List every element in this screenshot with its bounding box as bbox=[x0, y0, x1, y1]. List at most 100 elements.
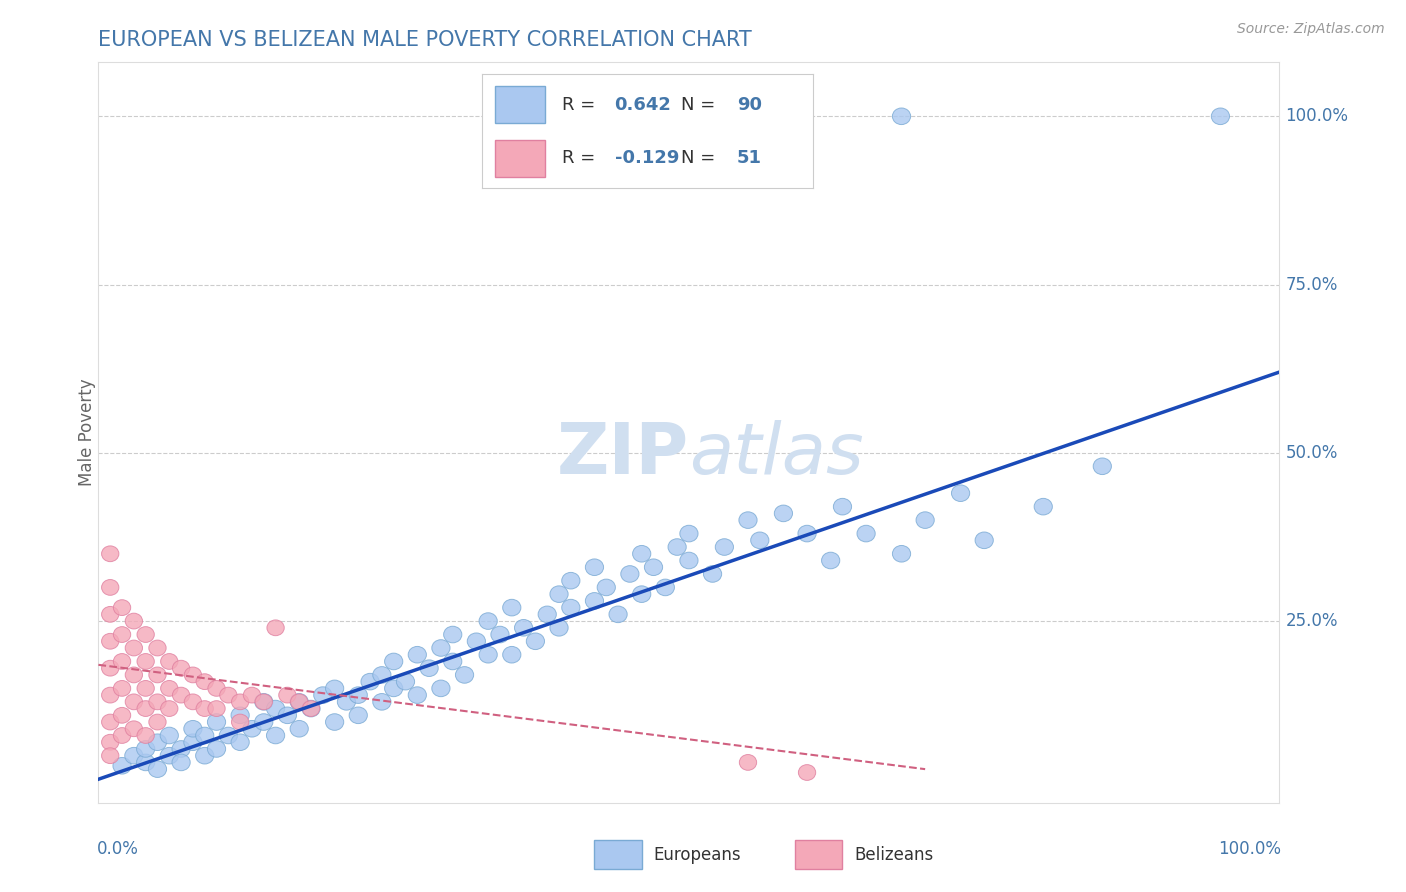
Ellipse shape bbox=[291, 694, 308, 710]
Ellipse shape bbox=[893, 108, 911, 125]
Ellipse shape bbox=[278, 707, 297, 723]
Ellipse shape bbox=[149, 694, 166, 710]
Ellipse shape bbox=[136, 740, 155, 757]
Text: 100.0%: 100.0% bbox=[1285, 107, 1348, 125]
Ellipse shape bbox=[821, 552, 839, 569]
Ellipse shape bbox=[243, 687, 260, 703]
FancyBboxPatch shape bbox=[595, 840, 641, 870]
Ellipse shape bbox=[136, 754, 155, 771]
Ellipse shape bbox=[444, 653, 461, 670]
Y-axis label: Male Poverty: Male Poverty bbox=[79, 379, 96, 486]
Ellipse shape bbox=[1094, 458, 1111, 475]
Ellipse shape bbox=[172, 754, 190, 771]
Ellipse shape bbox=[917, 512, 934, 528]
Ellipse shape bbox=[337, 694, 356, 710]
Ellipse shape bbox=[231, 707, 249, 723]
Ellipse shape bbox=[326, 714, 343, 731]
Ellipse shape bbox=[740, 755, 756, 771]
Ellipse shape bbox=[267, 727, 284, 744]
Ellipse shape bbox=[136, 681, 155, 697]
Ellipse shape bbox=[101, 714, 120, 730]
Ellipse shape bbox=[254, 714, 273, 731]
Ellipse shape bbox=[114, 681, 131, 697]
Ellipse shape bbox=[114, 627, 131, 642]
Ellipse shape bbox=[373, 666, 391, 683]
Ellipse shape bbox=[361, 673, 380, 690]
Ellipse shape bbox=[112, 757, 131, 774]
Ellipse shape bbox=[1035, 499, 1052, 515]
Text: 100.0%: 100.0% bbox=[1218, 840, 1281, 858]
Ellipse shape bbox=[385, 680, 402, 697]
Ellipse shape bbox=[526, 633, 544, 649]
Ellipse shape bbox=[125, 694, 142, 710]
Ellipse shape bbox=[149, 714, 166, 730]
Ellipse shape bbox=[101, 580, 120, 595]
Ellipse shape bbox=[538, 606, 557, 623]
Ellipse shape bbox=[125, 721, 142, 737]
Ellipse shape bbox=[114, 599, 131, 615]
Text: Belizeans: Belizeans bbox=[855, 846, 934, 863]
Ellipse shape bbox=[101, 607, 120, 623]
Ellipse shape bbox=[136, 627, 155, 642]
Ellipse shape bbox=[775, 505, 793, 522]
Ellipse shape bbox=[125, 667, 142, 682]
Ellipse shape bbox=[432, 640, 450, 657]
Ellipse shape bbox=[219, 687, 238, 703]
Ellipse shape bbox=[456, 666, 474, 683]
Ellipse shape bbox=[479, 647, 498, 663]
Ellipse shape bbox=[195, 673, 214, 690]
Ellipse shape bbox=[125, 747, 143, 764]
Ellipse shape bbox=[373, 694, 391, 710]
Ellipse shape bbox=[160, 701, 179, 716]
Text: 25.0%: 25.0% bbox=[1285, 612, 1339, 630]
Ellipse shape bbox=[893, 546, 911, 562]
Ellipse shape bbox=[491, 626, 509, 643]
Ellipse shape bbox=[101, 734, 120, 750]
Ellipse shape bbox=[302, 700, 321, 717]
Ellipse shape bbox=[184, 734, 202, 750]
Ellipse shape bbox=[149, 734, 166, 750]
Ellipse shape bbox=[681, 525, 697, 541]
Ellipse shape bbox=[195, 701, 214, 716]
Ellipse shape bbox=[503, 647, 520, 663]
Ellipse shape bbox=[444, 626, 461, 643]
Ellipse shape bbox=[290, 721, 308, 737]
Text: ZIP: ZIP bbox=[557, 420, 689, 490]
Ellipse shape bbox=[467, 633, 485, 649]
Ellipse shape bbox=[278, 687, 297, 703]
Ellipse shape bbox=[751, 532, 769, 549]
Ellipse shape bbox=[633, 586, 651, 602]
Ellipse shape bbox=[101, 687, 120, 703]
Ellipse shape bbox=[208, 740, 225, 757]
Ellipse shape bbox=[952, 485, 970, 501]
Ellipse shape bbox=[515, 620, 533, 636]
Ellipse shape bbox=[136, 728, 155, 743]
Ellipse shape bbox=[149, 667, 166, 682]
Ellipse shape bbox=[160, 747, 179, 764]
Ellipse shape bbox=[208, 701, 225, 716]
Ellipse shape bbox=[668, 539, 686, 556]
Ellipse shape bbox=[114, 707, 131, 723]
Ellipse shape bbox=[432, 680, 450, 697]
Ellipse shape bbox=[326, 680, 343, 697]
Text: EUROPEAN VS BELIZEAN MALE POVERTY CORRELATION CHART: EUROPEAN VS BELIZEAN MALE POVERTY CORREL… bbox=[98, 29, 752, 50]
Ellipse shape bbox=[302, 701, 319, 716]
Ellipse shape bbox=[101, 660, 120, 676]
Text: Source: ZipAtlas.com: Source: ZipAtlas.com bbox=[1237, 22, 1385, 37]
Ellipse shape bbox=[585, 559, 603, 575]
Ellipse shape bbox=[834, 499, 852, 515]
Ellipse shape bbox=[740, 512, 756, 528]
Ellipse shape bbox=[396, 673, 415, 690]
Ellipse shape bbox=[1212, 108, 1229, 125]
Ellipse shape bbox=[219, 727, 238, 744]
Ellipse shape bbox=[101, 633, 120, 649]
Ellipse shape bbox=[208, 681, 225, 697]
Ellipse shape bbox=[657, 579, 675, 596]
Ellipse shape bbox=[160, 727, 179, 744]
Ellipse shape bbox=[681, 552, 697, 569]
Ellipse shape bbox=[644, 559, 662, 575]
Ellipse shape bbox=[799, 525, 815, 541]
Ellipse shape bbox=[562, 573, 579, 589]
Ellipse shape bbox=[173, 660, 190, 676]
Ellipse shape bbox=[408, 647, 426, 663]
